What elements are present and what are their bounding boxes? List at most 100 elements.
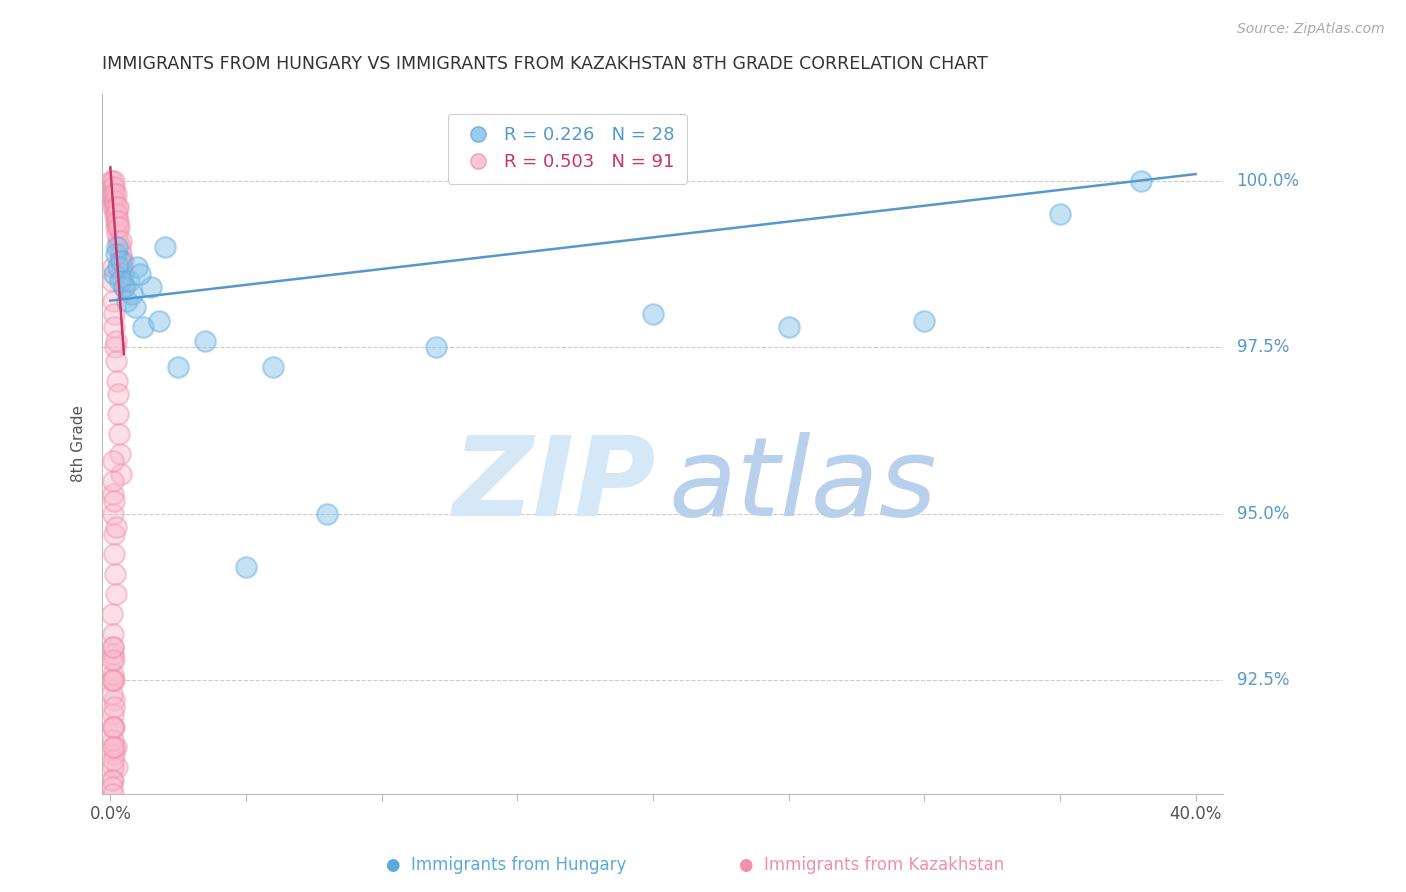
Point xyxy=(101,194,124,208)
Point xyxy=(108,240,131,254)
Point xyxy=(105,207,128,221)
Point xyxy=(105,220,128,235)
Point xyxy=(100,687,122,701)
Point xyxy=(103,653,125,667)
Point xyxy=(101,640,124,654)
Point xyxy=(101,739,124,754)
Point xyxy=(107,207,129,221)
Point xyxy=(112,280,135,294)
Point xyxy=(316,507,339,521)
Point xyxy=(104,207,127,221)
Point xyxy=(101,187,124,202)
Point xyxy=(101,673,124,688)
Text: 97.5%: 97.5% xyxy=(1237,338,1289,356)
Point xyxy=(103,493,125,508)
Text: Source: ZipAtlas.com: Source: ZipAtlas.com xyxy=(1237,22,1385,37)
Point xyxy=(111,274,134,288)
Point xyxy=(105,227,128,241)
Point xyxy=(103,526,125,541)
Point xyxy=(104,587,127,601)
Point xyxy=(101,627,124,641)
Point xyxy=(101,787,124,801)
Point xyxy=(778,320,800,334)
Point xyxy=(107,201,129,215)
Point xyxy=(111,253,134,268)
Point xyxy=(104,739,127,754)
Point xyxy=(104,201,127,215)
Point xyxy=(110,234,132,248)
Text: 100.0%: 100.0% xyxy=(1237,172,1299,190)
Point xyxy=(105,374,128,388)
Point xyxy=(103,187,125,202)
Point xyxy=(103,720,125,734)
Text: ZIP: ZIP xyxy=(453,433,657,540)
Point xyxy=(100,174,122,188)
Point xyxy=(1049,207,1071,221)
Point xyxy=(104,340,127,354)
Point xyxy=(127,260,149,275)
Point xyxy=(101,180,124,194)
Point xyxy=(107,220,129,235)
Point xyxy=(101,640,124,654)
Point xyxy=(118,274,141,288)
Point xyxy=(104,247,127,261)
Text: ●  Immigrants from Kazakhstan: ● Immigrants from Kazakhstan xyxy=(740,855,1004,873)
Point xyxy=(101,653,124,667)
Point xyxy=(107,387,129,401)
Point xyxy=(1130,174,1153,188)
Point xyxy=(105,334,128,348)
Point xyxy=(153,240,176,254)
Point xyxy=(129,267,152,281)
Text: 92.5%: 92.5% xyxy=(1237,672,1289,690)
Point xyxy=(107,234,129,248)
Point xyxy=(262,360,284,375)
Point xyxy=(101,647,124,661)
Point xyxy=(101,507,124,521)
Point xyxy=(111,260,134,275)
Point xyxy=(105,240,128,254)
Point xyxy=(108,426,131,441)
Point xyxy=(107,260,129,275)
Point xyxy=(103,700,125,714)
Point xyxy=(105,213,128,227)
Point xyxy=(100,274,122,288)
Point xyxy=(108,274,131,288)
Point xyxy=(100,187,122,202)
Point xyxy=(101,666,124,681)
Point xyxy=(148,313,170,327)
Point xyxy=(103,194,125,208)
Text: ●  Immigrants from Hungary: ● Immigrants from Hungary xyxy=(387,855,626,873)
Point xyxy=(101,260,124,275)
Point xyxy=(641,307,664,321)
Y-axis label: 8th Grade: 8th Grade xyxy=(72,405,86,483)
Point xyxy=(167,360,190,375)
Text: IMMIGRANTS FROM HUNGARY VS IMMIGRANTS FROM KAZAKHSTAN 8TH GRADE CORRELATION CHAR: IMMIGRANTS FROM HUNGARY VS IMMIGRANTS FR… xyxy=(103,55,988,73)
Point xyxy=(103,739,125,754)
Point xyxy=(101,453,124,467)
Text: 95.0%: 95.0% xyxy=(1237,505,1289,523)
Text: atlas: atlas xyxy=(668,433,936,540)
Point xyxy=(101,706,124,721)
Point xyxy=(101,174,124,188)
Point xyxy=(107,213,129,227)
Point xyxy=(105,201,128,215)
Point xyxy=(103,673,125,688)
Point xyxy=(104,194,127,208)
Point xyxy=(105,760,128,774)
Point xyxy=(101,293,124,308)
Point xyxy=(115,293,138,308)
Point xyxy=(124,301,146,315)
Point xyxy=(101,733,124,747)
Point xyxy=(103,201,125,215)
Point xyxy=(101,760,124,774)
Point xyxy=(101,720,124,734)
Point xyxy=(912,313,935,327)
Point xyxy=(112,280,135,294)
Point xyxy=(101,773,124,788)
Point xyxy=(108,253,131,268)
Point xyxy=(425,340,447,354)
Point xyxy=(101,474,124,488)
Point xyxy=(110,247,132,261)
Point xyxy=(103,693,125,707)
Point xyxy=(110,253,132,268)
